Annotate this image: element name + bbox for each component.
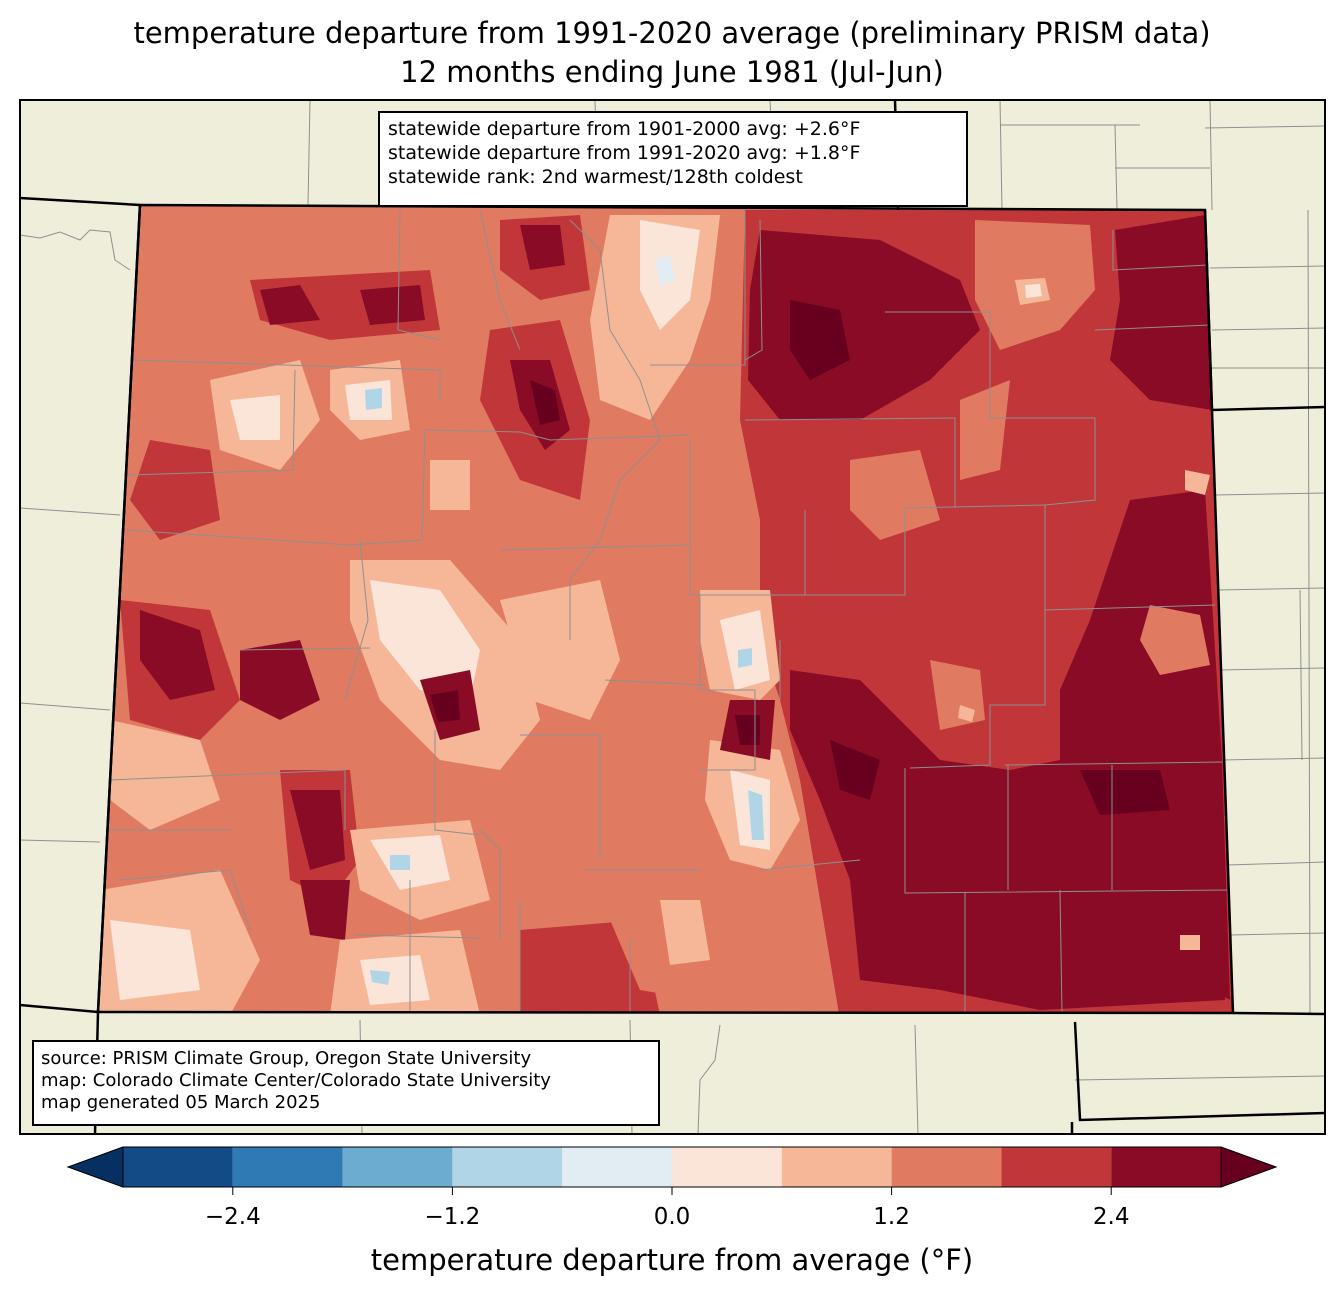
source-credits-box: source: PRISM Climate Group, Oregon Stat… (32, 1040, 660, 1126)
county-boundaries (109, 209, 1231, 1013)
colorbar-tick-label: 1.2 (873, 1204, 910, 1230)
colorbar-tick-label: 2.4 (1092, 1204, 1130, 1230)
colorbar (66, 1146, 1278, 1195)
map-credit-line: map: Colorado Climate Center/Colorado St… (41, 1070, 551, 1091)
colorbar-bin (1001, 1147, 1112, 1187)
colorbar-tick-label: −1.2 (424, 1204, 481, 1230)
colorbar-bin (452, 1147, 563, 1187)
temperature-field (98, 205, 1233, 1013)
stats-line-1900: statewide departure from 1901-2000 avg: … (388, 118, 861, 140)
colorbar-bin (672, 1147, 782, 1187)
colorbar-over-arrow (1220, 1146, 1278, 1188)
source-line: source: PRISM Climate Group, Oregon Stat… (41, 1048, 532, 1069)
colorbar-bin (891, 1147, 1002, 1187)
colorbar-bin (123, 1147, 233, 1187)
colorbar-bin (232, 1147, 343, 1187)
colorbar-bin (781, 1147, 892, 1187)
colorbar-tick-label: −2.4 (204, 1204, 261, 1230)
stats-line-rank: statewide rank: 2nd warmest/128th coldes… (388, 166, 803, 188)
stats-line-1991: statewide departure from 1991-2020 avg: … (388, 142, 861, 164)
colorbar-label: temperature departure from average (°F) (370, 1243, 974, 1277)
statewide-stats-box: statewide departure from 1901-2000 avg: … (378, 111, 968, 207)
map-title-line1: temperature departure from 1991-2020 ave… (133, 16, 1211, 50)
map-title-line2: 12 months ending June 1981 (Jul-Jun) (400, 55, 944, 89)
colorbar-under-arrow (66, 1146, 124, 1188)
neighbor-county-lines (20, 100, 1325, 1134)
colorbar-bin (342, 1147, 453, 1187)
map-frame (19, 99, 1326, 1135)
colorbar-bin (1111, 1147, 1221, 1187)
generated-date-line: map generated 05 March 2025 (41, 1092, 321, 1113)
colorbar-tick-label: 0.0 (653, 1204, 691, 1230)
colorbar-bin (562, 1147, 672, 1187)
